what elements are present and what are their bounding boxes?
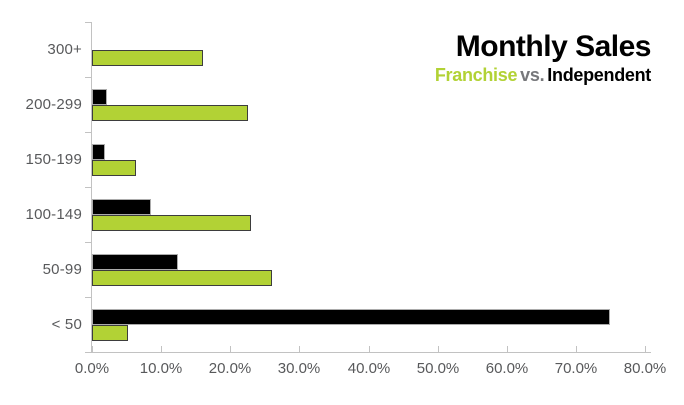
bar-franchise bbox=[92, 104, 248, 121]
category-label: 100-149 bbox=[25, 206, 82, 223]
legend-vs: vs. bbox=[520, 65, 545, 85]
bar-franchise bbox=[92, 214, 251, 231]
x-axis-tick-label: 80.0% bbox=[623, 360, 667, 377]
x-axis-tick-label: 0.0% bbox=[74, 360, 110, 377]
x-axis-tick bbox=[438, 346, 439, 352]
bar-franchise bbox=[92, 269, 272, 286]
category-label: < 50 bbox=[51, 316, 82, 333]
x-axis-tick bbox=[230, 346, 231, 352]
chart-title-block: Monthly Sales Franchise vs. Independent bbox=[434, 30, 652, 86]
chart-row: 50-99 bbox=[43, 242, 645, 297]
chart-row: 200-299 bbox=[26, 77, 645, 132]
x-axis-tick-label: 50.0% bbox=[416, 360, 460, 377]
y-axis-tick bbox=[85, 242, 91, 243]
bar-independent bbox=[92, 143, 106, 160]
x-axis-tick-label: 20.0% bbox=[208, 360, 252, 377]
bar-rows: 300+ 200-299 150-199 100-149 50-99 < 50 bbox=[26, 22, 645, 352]
x-axis-tick bbox=[161, 346, 162, 352]
legend-independent: Independent bbox=[547, 65, 651, 85]
x-axis-tick-label: 30.0% bbox=[277, 360, 321, 377]
x-axis-tick-label: 10.0% bbox=[139, 360, 183, 377]
bar-independent bbox=[92, 198, 151, 215]
category-label: 150-199 bbox=[25, 151, 82, 168]
chart-subtitle: Franchise vs. Independent bbox=[435, 65, 651, 86]
chart-row: 150-199 bbox=[26, 132, 645, 187]
y-axis-tick bbox=[85, 22, 91, 23]
x-axis-tick bbox=[369, 346, 370, 352]
x-axis-labels: 0.0% 10.0% 20.0% 30.0% 40.0% 50.0% 60.0% 70.0% 8… bbox=[75, 360, 666, 380]
category-label: 50-99 bbox=[42, 261, 82, 278]
bar-franchise bbox=[92, 324, 128, 341]
x-axis-line bbox=[91, 352, 651, 353]
legend-franchise: Franchise bbox=[434, 65, 518, 85]
y-axis-tick bbox=[85, 352, 91, 353]
x-axis-tick bbox=[92, 346, 93, 352]
x-axis-tick bbox=[299, 346, 300, 352]
y-axis-tick bbox=[85, 132, 91, 133]
x-axis-tick-label: 40.0% bbox=[347, 360, 391, 377]
bar-franchise bbox=[92, 159, 136, 176]
category-label: 300+ bbox=[47, 41, 82, 58]
plot-area: 300+ 200-299 150-199 100-149 50-99 < 50 bbox=[26, 22, 651, 353]
y-axis-tick bbox=[85, 297, 91, 298]
y-axis-line bbox=[91, 22, 92, 352]
x-axis-tick-label: 60.0% bbox=[485, 360, 529, 377]
y-axis-tick bbox=[85, 77, 91, 78]
x-axis-tick bbox=[645, 346, 646, 352]
bar-independent bbox=[92, 308, 611, 325]
y-axis-tick bbox=[85, 187, 91, 188]
chart-row: < 50 bbox=[52, 297, 645, 352]
bar-independent bbox=[92, 88, 108, 105]
x-axis-tick bbox=[507, 346, 508, 352]
x-axis-tick bbox=[576, 346, 577, 352]
x-axis-tick-label: 70.0% bbox=[554, 360, 598, 377]
chart-title: Monthly Sales bbox=[455, 30, 652, 63]
category-label: 200-299 bbox=[25, 96, 82, 113]
chart-row: 300+ bbox=[47, 22, 645, 77]
bar-franchise bbox=[92, 49, 203, 66]
chart-row: 100-149 bbox=[26, 187, 645, 242]
bar-independent bbox=[92, 253, 179, 270]
